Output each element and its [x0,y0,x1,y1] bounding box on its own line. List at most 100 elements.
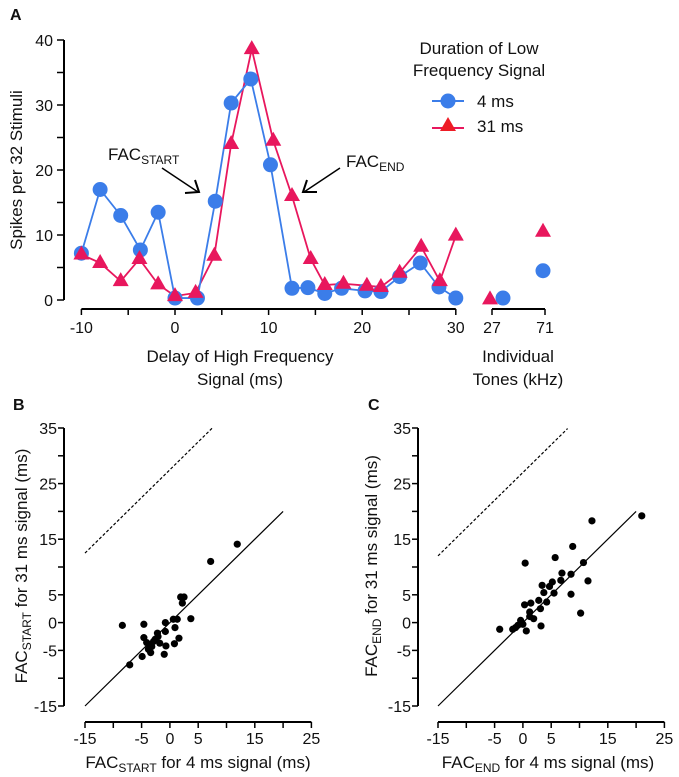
data-point-31ms [73,245,90,260]
data-point-31ms [150,275,167,290]
panel-c-data-point [496,625,504,633]
panel-c-dashed-line [437,428,569,557]
panel-a-y-tick-label: 20 [35,163,53,180]
panel-a-tones-tick-label: 27 [483,320,501,337]
data-point-31ms [358,276,375,291]
panel-a-x-tick-label: 30 [447,320,465,337]
panel-b-data-point [126,661,134,669]
panel-c-y-tick-label: 0 [402,616,411,633]
panel-b-data-point [180,593,188,601]
panel-b-ylabel: FACSTART for 31 ms signal (ms) [12,449,34,684]
panel-b-x-tick-label: 15 [246,731,264,748]
panel-c-data-point [537,622,545,630]
panel-c-xlabel: FACEND for 4 ms signal (ms) [442,753,654,775]
panel-c-data-point [551,553,559,562]
data-point-4ms [448,290,464,306]
panel-b-data-point [233,540,241,548]
panel-c-data-point [577,609,585,617]
data-point-31ms [92,253,109,268]
panel-a-y-tick-label: 30 [35,98,53,115]
panel-b-data-point [170,640,179,648]
panel-c-data-point [550,589,558,597]
panel-c-ylabel: FACEND for 31 ms signal (ms) [362,455,384,677]
tone-point-4ms [495,290,511,306]
panel-a-ylabel: Spikes per 32 Stimuli [7,90,26,250]
legend-title-line1: Duration of Low [419,39,539,58]
panel-b-data-point [187,615,195,623]
panel-c-data-point [567,570,575,578]
panel-b-y-tick-label: 25 [39,477,57,494]
panel-b-x-tick-label: -15 [73,731,96,748]
panel-c-x-tick-label: 5 [547,731,556,748]
panel-label-b: B [13,397,25,414]
arrow-fac-start [161,167,199,193]
panel-c-data-point [540,588,548,597]
data-point-4ms [207,193,223,209]
panel-c-data-point [557,576,565,584]
panel-a-x-tick-label: 20 [353,320,371,337]
legend-marker-31ms [440,117,456,131]
data-point-4ms [92,182,108,197]
panel-b-y-tick-label: 5 [48,588,57,605]
panel-a-x-tick-label: -10 [70,320,93,337]
panel-b-unity-line [84,510,284,707]
panel-label-c: C [368,397,380,414]
data-point-4ms [132,242,148,258]
panel-c-data-point [588,517,596,525]
data-point-4ms [300,280,316,296]
data-point-4ms [150,204,166,220]
data-point-4ms [284,280,300,296]
panel-c-x-tick-label: 25 [656,731,674,748]
legend-label-4ms: 4 ms [477,92,514,111]
panel-b-data-point [171,624,179,632]
panel-c-y-tick-label: 25 [393,477,411,494]
panel-c-data-point [538,581,546,589]
data-point-4ms [113,208,129,223]
panel-c-y-tick-label: -5 [397,643,411,660]
data-point-31ms [112,272,129,287]
panel-c-data-point [548,578,556,586]
panel-b-data-point [160,650,168,658]
panel-a-y-tick-label: 10 [35,228,53,245]
panel-a-xlabel-line1: Delay of High Frequency [146,347,334,366]
data-point-31ms [372,278,389,292]
panel-b-data-point [138,652,146,661]
panel-b-x-tick-label: -5 [134,731,148,748]
panel-c-x-tick-label: -15 [426,731,449,748]
data-point-4ms [243,71,259,87]
panel-b-data-point [173,615,181,623]
panel-b-y-tick-label: 15 [39,532,57,549]
panel-c-data-point [558,569,566,577]
panel-b-data-point [118,621,126,629]
panel-c-data-point [521,559,529,567]
panel-b-dashed-line [84,427,214,554]
panel-b-y-tick-label: 0 [48,616,57,633]
data-point-31ms [284,187,300,201]
panel-c-data-point [638,512,646,520]
arrow-fac-end [303,167,341,193]
data-point-31ms [431,272,448,287]
data-point-31ms [302,250,319,265]
data-point-4ms [412,255,428,271]
panel-c-y-tick-label: -15 [388,699,411,716]
legend [432,93,464,131]
panel-c-data-point [569,542,577,551]
panel-c-y-tick-label: 5 [402,588,411,605]
arrow-head-fac-end [301,179,317,193]
panel-c-data-point [519,620,527,628]
panel-a-x-tick-label: 10 [260,320,278,337]
panel-b-data-point [154,632,162,641]
panel-c-x-tick-label: -5 [487,731,501,748]
annotation-fac-end: FACEND [346,152,405,174]
panel-b-data-point [143,639,151,647]
data-point-31ms [223,135,240,149]
panel-b-data-point [178,599,186,607]
data-point-4ms [223,95,239,111]
data-point-31ms [391,263,408,278]
tone-point-31ms [482,290,498,305]
data-point-31ms [131,250,148,265]
panel-c-data-point [520,601,529,609]
data-point-31ms [335,274,352,289]
panel-a-tones-tick-label: 71 [536,320,554,337]
